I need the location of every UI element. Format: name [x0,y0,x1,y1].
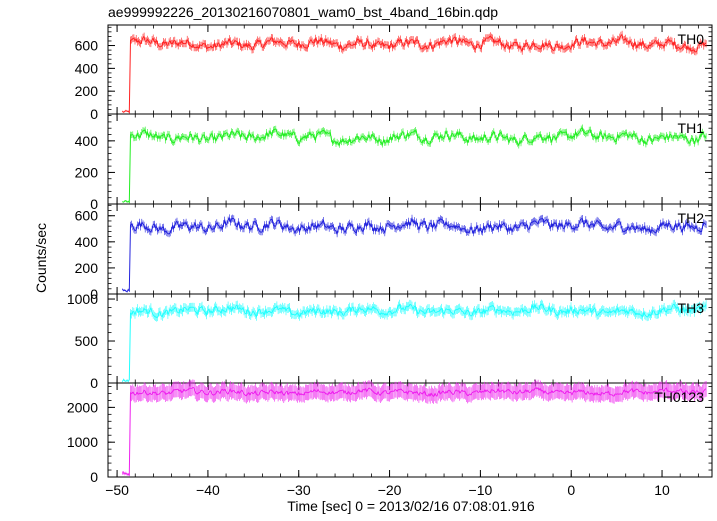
y-tick-label: 0 [90,106,98,122]
y-tick-label: 600 [75,38,99,54]
panel-frame [107,203,713,295]
chart-title: ae999992226_20130216070801_wam0_bst_4ban… [108,4,498,20]
panel-frame [107,382,713,478]
y-tick-label: 200 [75,260,99,276]
series-th1-line [122,126,707,204]
x-tick-label: −50 [105,482,129,498]
x-tick-label: −40 [196,482,220,498]
y-tick-label: 0 [90,375,98,391]
panel-th1: 0 200 400 TH1 [75,113,713,212]
x-tick-label: 10 [654,482,670,498]
y-tick-label: 400 [75,60,99,76]
panels-group: 0 200 400 600 TH0 0 200 400 TH1 0 200 400 600 TH2 0 500… [67,24,713,498]
series-th0123-line [122,386,707,476]
y-tick-label: 1000 [67,291,98,307]
y-tick-label: 2000 [67,399,98,415]
series-th0-line [122,33,707,114]
y-tick-label: 200 [75,164,99,180]
x-tick-label: −30 [287,482,311,498]
y-tick-label: 0 [90,286,98,302]
y-tick-label: 400 [75,133,99,149]
panel-label-th1: TH1 [678,120,705,136]
panel-label-th0123: TH0123 [654,389,704,405]
x-tick-label: −20 [378,482,402,498]
x-tick-label: −10 [469,482,493,498]
panel-label-th3: TH3 [678,300,705,316]
x-tick-label: 0 [567,482,575,498]
y-tick-label: 1000 [67,434,98,450]
y-axis-label: Counts/sec [33,223,49,293]
panel-th0: 0 200 400 600 TH0 [75,24,713,122]
x-axis-label: Time [sec] 0 = 2013/02/16 07:08:01.916 [287,498,535,514]
panel-frame [107,113,713,205]
y-tick-label: 500 [75,333,99,349]
panel-th3: 0 500 1000 TH3 [67,291,713,391]
y-tick-label: 0 [90,469,98,485]
series-th3-line [122,303,707,383]
panel-label-th2: TH2 [678,210,705,226]
panel-th0123: 0 1000 2000 TH0123 [67,379,713,485]
y-tick-label: 200 [75,83,99,99]
series-th2-line [122,216,707,293]
y-tick-label: 0 [90,196,98,212]
y-tick-label: 600 [75,208,99,224]
panel-label-th0: TH0 [678,31,705,47]
y-tick-label: 400 [75,234,99,250]
panel-th2: 0 200 400 600 TH2 [75,203,713,302]
